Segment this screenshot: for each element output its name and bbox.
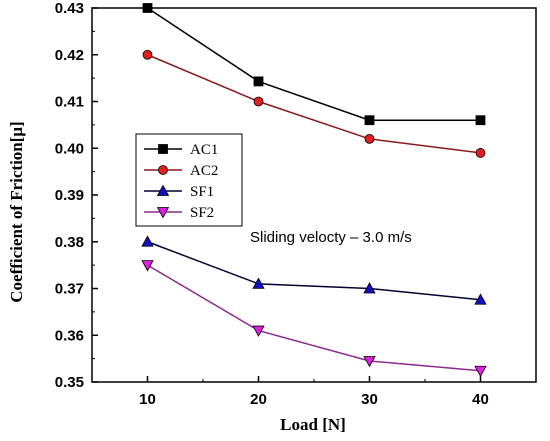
data-point-ac2 (142, 49, 153, 60)
y-tick-label: 0.35 (55, 374, 84, 391)
series-line-ac2 (147, 54, 481, 154)
legend-item-sf1: SF1 (144, 184, 214, 200)
y-tick-label: 0.43 (55, 0, 84, 17)
series-sf1 (141, 235, 487, 305)
legend-item-ac2: AC2 (144, 163, 218, 179)
y-tick-label: 0.42 (55, 47, 84, 64)
y-tick-label: 0.41 (55, 94, 84, 111)
x-tick-label: 30 (361, 391, 378, 408)
annotation-text: Sliding velocty – 3.0 m/s (250, 229, 412, 246)
data-point-ac1 (142, 3, 153, 13)
legend-label: SF1 (190, 184, 214, 200)
data-point-sf2 (474, 365, 487, 378)
data-point-ac2 (253, 96, 264, 107)
legend-swatch-marker (158, 144, 168, 154)
legend: AC1 AC2 SF1 SF2 (135, 133, 243, 227)
series-sf2 (141, 260, 487, 378)
data-point-sf2 (252, 325, 265, 337)
series-line-sf1 (147, 241, 481, 301)
data-point-ac1 (253, 76, 264, 87)
y-axis-label: Coefficient of Friction[μ] (7, 121, 26, 302)
x-axis-label: Load [N] (280, 415, 346, 434)
legend-swatch-marker (158, 165, 168, 175)
data-point-sf1 (252, 277, 265, 289)
legend-item-ac1: AC1 (144, 142, 218, 158)
data-point-ac2 (475, 148, 486, 158)
x-tick-label: 20 (250, 391, 267, 408)
data-point-sf1 (141, 235, 154, 247)
data-point-sf1 (363, 282, 376, 294)
legend-label: AC1 (190, 142, 218, 158)
data-point-ac1 (475, 115, 486, 126)
axes: 0.35 0.36 0.37 0.38 0.39 0.40 0.41 0.42 0.43 10 20… (55, 0, 537, 408)
y-tick-label: 0.37 (55, 281, 84, 298)
data-point-ac1 (364, 115, 375, 126)
legend-item-sf2: SF2 (144, 205, 214, 221)
x-tick-label: 40 (472, 391, 489, 408)
series-ac2 (142, 49, 486, 158)
data-point-sf2 (363, 356, 376, 368)
y-tick-label: 0.40 (55, 140, 84, 157)
legend-label: AC2 (190, 163, 218, 179)
data-point-sf2 (141, 260, 154, 272)
series-layer (141, 3, 487, 378)
series-line-sf2 (147, 264, 481, 372)
x-tick-label: 10 (139, 391, 156, 408)
y-tick-label: 0.36 (55, 327, 84, 344)
data-point-sf1 (474, 293, 487, 305)
y-tick-label: 0.39 (55, 187, 84, 204)
y-tick-label: 0.38 (55, 234, 84, 251)
legend-label: SF2 (190, 205, 214, 221)
series-ac1 (142, 3, 486, 126)
data-point-ac2 (364, 133, 375, 144)
legend-swatch-marker (156, 207, 170, 219)
legend-swatch-marker (156, 184, 170, 196)
series-line-ac1 (147, 7, 481, 121)
